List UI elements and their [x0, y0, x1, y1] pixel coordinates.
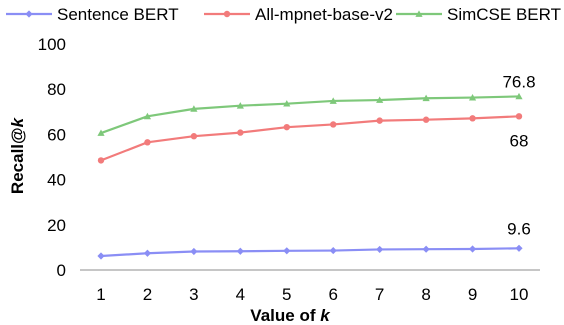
data-point [422, 245, 430, 253]
data-point [515, 113, 523, 120]
legend-label: All-mpnet-base-v2 [255, 5, 393, 24]
legend-swatch-marker [25, 10, 33, 18]
axes: 0 20 40 60 80 100 1 2 3 4 5 6 7 8 9 10 [38, 35, 540, 304]
x-tick-label: 7 [375, 285, 384, 304]
x-tick-label: 10 [510, 285, 529, 304]
data-point [190, 247, 198, 256]
series-layer [97, 92, 523, 260]
x-axis-label-var: k [320, 306, 331, 325]
series-line [100, 95, 520, 135]
data-point [468, 245, 477, 253]
data-point [329, 246, 337, 255]
data-point [283, 123, 290, 131]
data-point [237, 129, 244, 136]
y-axis-label-var: k [8, 116, 27, 127]
data-point [515, 244, 523, 252]
x-tick-label: 8 [421, 285, 430, 304]
annotation-layer: 9.6 68 76.8 [502, 72, 535, 238]
data-point [376, 96, 384, 103]
y-tick-label: 60 [47, 125, 66, 144]
data-point [329, 97, 337, 104]
data-point [236, 102, 244, 109]
data-point [190, 105, 198, 112]
data-point [143, 249, 152, 257]
series-2 [97, 92, 523, 136]
data-point [97, 129, 105, 136]
x-axis-label: Value of k [250, 306, 331, 325]
legend-item: SimCSE BERT [396, 5, 561, 24]
series-line [100, 247, 520, 258]
x-tick-label: 6 [328, 285, 337, 304]
x-tick-label: 2 [143, 285, 152, 304]
legend-swatch-marker [223, 10, 231, 18]
series-1 [97, 113, 523, 164]
legend-label: SimCSE BERT [447, 5, 561, 24]
x-tick-label: 9 [468, 285, 477, 304]
data-point [236, 247, 244, 255]
data-label: 68 [510, 131, 529, 150]
legend: Sentence BERT All-mpnet-base-v2 SimCSE BER… [6, 5, 561, 24]
y-tick-label: 100 [38, 35, 66, 54]
y-axis-label-prefix: Recall@ [8, 127, 27, 194]
data-point [422, 94, 430, 102]
data-point [376, 117, 383, 124]
legend-item: All-mpnet-base-v2 [204, 5, 393, 24]
data-point [376, 245, 384, 254]
y-tick-label: 20 [47, 216, 66, 235]
y-tick-label: 40 [47, 171, 66, 190]
y-tick-label: 80 [47, 80, 66, 99]
legend-item: Sentence BERT [6, 5, 179, 24]
legend-swatch-marker [415, 10, 423, 17]
x-tick-label: 1 [96, 285, 105, 304]
y-tick-label: 0 [57, 261, 66, 280]
data-point [468, 93, 477, 101]
data-point [330, 121, 337, 128]
x-tick-label: 3 [189, 285, 198, 304]
data-point [144, 139, 151, 146]
data-point [469, 115, 476, 122]
data-point [97, 252, 105, 260]
data-point [283, 247, 291, 255]
data-point [283, 100, 291, 107]
data-point [143, 112, 152, 120]
data-point [190, 133, 198, 140]
series-line [100, 115, 520, 162]
x-axis-label-prefix: Value of [250, 306, 320, 325]
data-label: 9.6 [507, 219, 531, 238]
x-tick-label: 5 [282, 285, 291, 304]
x-tick-label: 4 [236, 285, 245, 304]
legend-label: Sentence BERT [57, 5, 179, 24]
data-point [97, 157, 105, 164]
data-point [515, 92, 523, 100]
data-label: 76.8 [502, 72, 535, 91]
data-point [422, 116, 430, 123]
y-axis-label: Recall@k [8, 116, 27, 194]
series-0 [97, 244, 523, 260]
